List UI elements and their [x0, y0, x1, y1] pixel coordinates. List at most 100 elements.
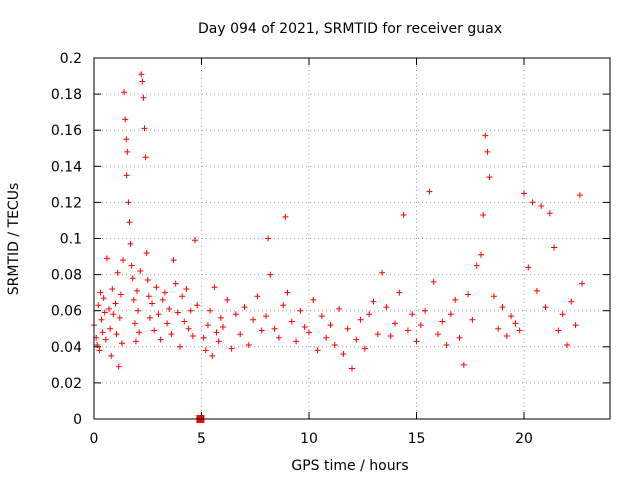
data-point [127, 240, 134, 247]
x-tick-label: 0 [90, 431, 99, 447]
data-point [166, 305, 173, 312]
data-point [146, 314, 153, 321]
data-point [138, 71, 145, 78]
plot-frame [93, 57, 611, 420]
data-point [98, 316, 105, 323]
y-tick-label: 0.14 [51, 159, 82, 175]
data-point [102, 336, 109, 343]
data-point [179, 293, 186, 300]
data-point [564, 341, 570, 348]
data-point [422, 307, 429, 314]
data-point [170, 257, 177, 264]
data-point [217, 314, 224, 321]
data-point [318, 313, 325, 320]
data-point [529, 199, 536, 206]
data-point [306, 329, 312, 336]
data-point [456, 334, 463, 341]
data-point [435, 331, 441, 338]
data-point [426, 188, 433, 195]
data-point [136, 329, 143, 336]
data-point [280, 302, 287, 309]
data-point [207, 307, 214, 314]
data-point [265, 235, 272, 242]
data-point [400, 212, 407, 219]
data-point [579, 280, 586, 287]
data-point [121, 89, 128, 96]
data-point [469, 316, 476, 323]
y-tick-label: 0.06 [51, 304, 82, 320]
data-point [490, 293, 497, 300]
y-tick-label: 0.12 [51, 195, 82, 211]
data-point [95, 302, 102, 309]
data-point [576, 192, 583, 199]
x-tick-label: 5 [197, 431, 206, 447]
data-point [132, 338, 139, 345]
data-point [174, 309, 181, 316]
data-point [555, 327, 562, 334]
data-point [211, 284, 218, 291]
data-point [202, 347, 209, 354]
data-point [131, 320, 138, 327]
data-point [106, 305, 113, 312]
data-point [215, 338, 222, 345]
data-point [478, 251, 484, 258]
data-point [149, 300, 156, 307]
grid-lines [94, 58, 610, 419]
data-point [128, 262, 135, 269]
data-point [213, 329, 220, 336]
data-point [118, 340, 125, 347]
data-point [157, 336, 164, 343]
data-point [126, 219, 133, 226]
data-point [482, 132, 489, 139]
data-point [187, 307, 194, 314]
data-point [480, 212, 487, 219]
x-tick-label: 15 [408, 431, 426, 447]
data-point [336, 305, 343, 312]
data-point [177, 343, 183, 350]
data-point [194, 302, 201, 309]
data-point [155, 311, 162, 318]
data-point [139, 78, 146, 85]
data-point [396, 289, 403, 296]
data-point [123, 136, 130, 143]
data-point [97, 289, 104, 296]
data-point [254, 293, 261, 300]
data-point [241, 304, 248, 311]
data-point [220, 323, 226, 330]
data-point [124, 148, 131, 155]
data-point [192, 237, 199, 244]
data-point [370, 298, 377, 305]
data-point [123, 172, 130, 179]
data-point [495, 325, 502, 332]
data-point [542, 304, 549, 311]
data-point [516, 327, 523, 334]
data-point [288, 318, 295, 325]
data-point [135, 307, 142, 314]
data-point [164, 320, 171, 327]
data-point [143, 249, 150, 256]
data-point [546, 210, 553, 217]
data-point [525, 264, 532, 271]
data-point [172, 280, 179, 287]
y-axis-label: SRMTID / TECUs [6, 183, 22, 296]
data-point [129, 275, 136, 282]
data-point [327, 322, 334, 329]
data-point [452, 296, 459, 303]
data-point [108, 352, 115, 359]
x-tick-label: 20 [515, 431, 533, 447]
data-point [109, 286, 116, 293]
data-point [284, 289, 291, 296]
data-point [125, 199, 132, 206]
data-point [508, 313, 515, 320]
data-point [113, 331, 120, 338]
data-point [271, 325, 278, 332]
data-point [484, 148, 491, 155]
data-point [387, 332, 394, 339]
data-point [151, 327, 158, 334]
data-point [141, 125, 148, 132]
data-point [533, 287, 540, 294]
data-point [439, 318, 446, 325]
data-point [134, 287, 140, 294]
data-point [245, 341, 252, 348]
data-point [551, 244, 558, 251]
